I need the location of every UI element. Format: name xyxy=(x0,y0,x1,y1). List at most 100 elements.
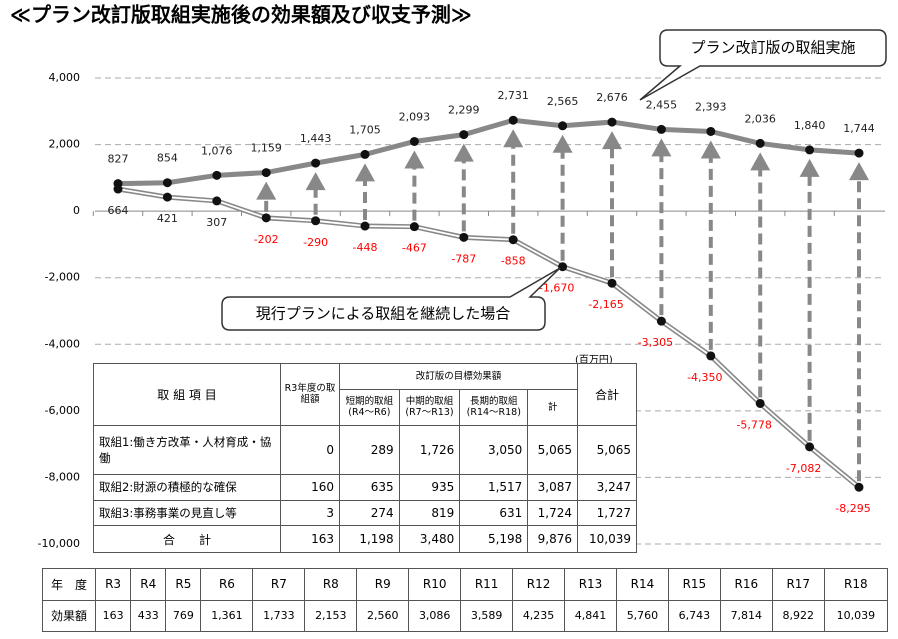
point xyxy=(311,158,321,168)
callout-box xyxy=(221,267,561,331)
cell: 819 xyxy=(398,499,461,526)
effect-arrow xyxy=(602,131,622,278)
effect-value: 2,153 xyxy=(304,599,358,632)
effect-arrow xyxy=(750,152,771,398)
effect-value: 3,589 xyxy=(460,599,514,632)
y-tick-label: 2,000 xyxy=(49,138,81,151)
arrow-head xyxy=(355,163,375,182)
effect-value: 769 xyxy=(165,599,202,632)
point xyxy=(212,196,222,206)
year: R10 xyxy=(408,568,462,601)
effect-value: 433 xyxy=(130,599,167,632)
effect-value: 7,814 xyxy=(719,599,773,632)
year: R6 xyxy=(200,568,254,601)
header: 改訂版の目標効果額 xyxy=(339,363,578,390)
year: R12 xyxy=(512,568,566,601)
header: 効果額 xyxy=(42,599,96,632)
effect-value: 8,922 xyxy=(771,599,825,632)
point xyxy=(409,222,419,232)
row-label: 取組1:働き方改革・人材育成・協働 xyxy=(93,424,281,475)
data-label: -290 xyxy=(303,236,328,249)
cell: 3,087 xyxy=(527,474,578,501)
effect-arrow xyxy=(651,138,672,316)
effect-arrow xyxy=(256,181,277,212)
sub-header-text: (R4～R6) xyxy=(348,407,391,418)
point xyxy=(706,126,716,136)
data-label: -3,305 xyxy=(638,336,673,349)
effect-value: 2,560 xyxy=(356,599,410,632)
cell: 631 xyxy=(459,499,529,526)
point xyxy=(706,351,716,361)
point xyxy=(558,262,568,272)
point xyxy=(113,184,123,194)
effect-value: 4,841 xyxy=(564,599,617,632)
data-label: 2,455 xyxy=(646,98,678,111)
year: R3 xyxy=(94,568,132,601)
data-label: -787 xyxy=(451,252,476,265)
year: R18 xyxy=(823,568,889,601)
data-label: -8,295 xyxy=(835,502,870,515)
point xyxy=(409,136,419,146)
effect-arrow xyxy=(404,150,425,221)
row-label: 合 計 xyxy=(93,525,281,553)
effect-arrow xyxy=(552,134,573,261)
cell: 160 xyxy=(280,474,340,501)
row-label: 取組3:事務事業の見直し等 xyxy=(93,499,281,526)
effect-arrow xyxy=(503,129,524,234)
chart-title: ≪プラン改訂版取組実施後の効果額及び収支予測≫ xyxy=(10,3,472,27)
data-label: 1,076 xyxy=(201,144,233,157)
year: R9 xyxy=(356,568,410,601)
y-tick-label: -6,000 xyxy=(45,404,80,417)
point xyxy=(261,213,271,223)
data-label: 854 xyxy=(157,152,178,165)
point xyxy=(854,148,864,158)
arrow-head xyxy=(799,158,820,177)
effect-value: 4,235 xyxy=(512,599,566,632)
sub-header: 短期的取組 (R4～R6) xyxy=(339,388,400,426)
point xyxy=(558,121,568,131)
arrow-head xyxy=(750,152,771,171)
point xyxy=(508,115,518,125)
cell: 10,039 xyxy=(577,525,637,553)
unit: (百万円) xyxy=(575,355,613,366)
cell: 5,065 xyxy=(577,424,637,475)
point xyxy=(607,278,617,288)
arrow-head xyxy=(552,134,573,153)
point xyxy=(805,442,815,452)
sub-header-text: (R14～R18) xyxy=(466,407,521,418)
year: R15 xyxy=(667,568,721,601)
data-label: 2,731 xyxy=(497,89,529,102)
sub-header-text: (R7～R13) xyxy=(405,407,454,418)
data-label: 421 xyxy=(157,212,178,225)
cell: 1,517 xyxy=(459,474,529,501)
data-label: 2,393 xyxy=(695,100,727,113)
point xyxy=(854,482,864,492)
cell: 3 xyxy=(280,499,340,526)
cell: 3,050 xyxy=(459,424,529,475)
y-tick-label: -2,000 xyxy=(45,271,80,284)
data-label: 1,443 xyxy=(300,132,332,145)
effect-arrow xyxy=(305,172,326,215)
year: R17 xyxy=(771,568,825,601)
point xyxy=(607,117,617,127)
cell: 5,198 xyxy=(459,525,529,553)
year: R8 xyxy=(304,568,358,601)
row-label: 取組2:財源の積極的な確保 xyxy=(93,474,281,501)
point xyxy=(360,149,370,159)
sub-header-text: 計 xyxy=(547,401,558,413)
series-line xyxy=(117,117,860,187)
y-tick-label: 4,000 xyxy=(49,71,81,84)
cell: 274 xyxy=(339,499,400,526)
y-tick-label: -8,000 xyxy=(45,470,80,483)
arrow-head xyxy=(453,143,474,162)
y-tick-label: 0 xyxy=(73,204,80,217)
effect-arrow xyxy=(700,140,721,350)
point xyxy=(656,316,666,326)
data-label: -2,165 xyxy=(588,298,623,311)
year: R5 xyxy=(165,568,202,601)
effect-value: 10,039 xyxy=(823,599,889,632)
cell: 3,480 xyxy=(398,525,461,553)
cell: 3,247 xyxy=(577,474,637,501)
data-label: 307 xyxy=(206,216,227,229)
